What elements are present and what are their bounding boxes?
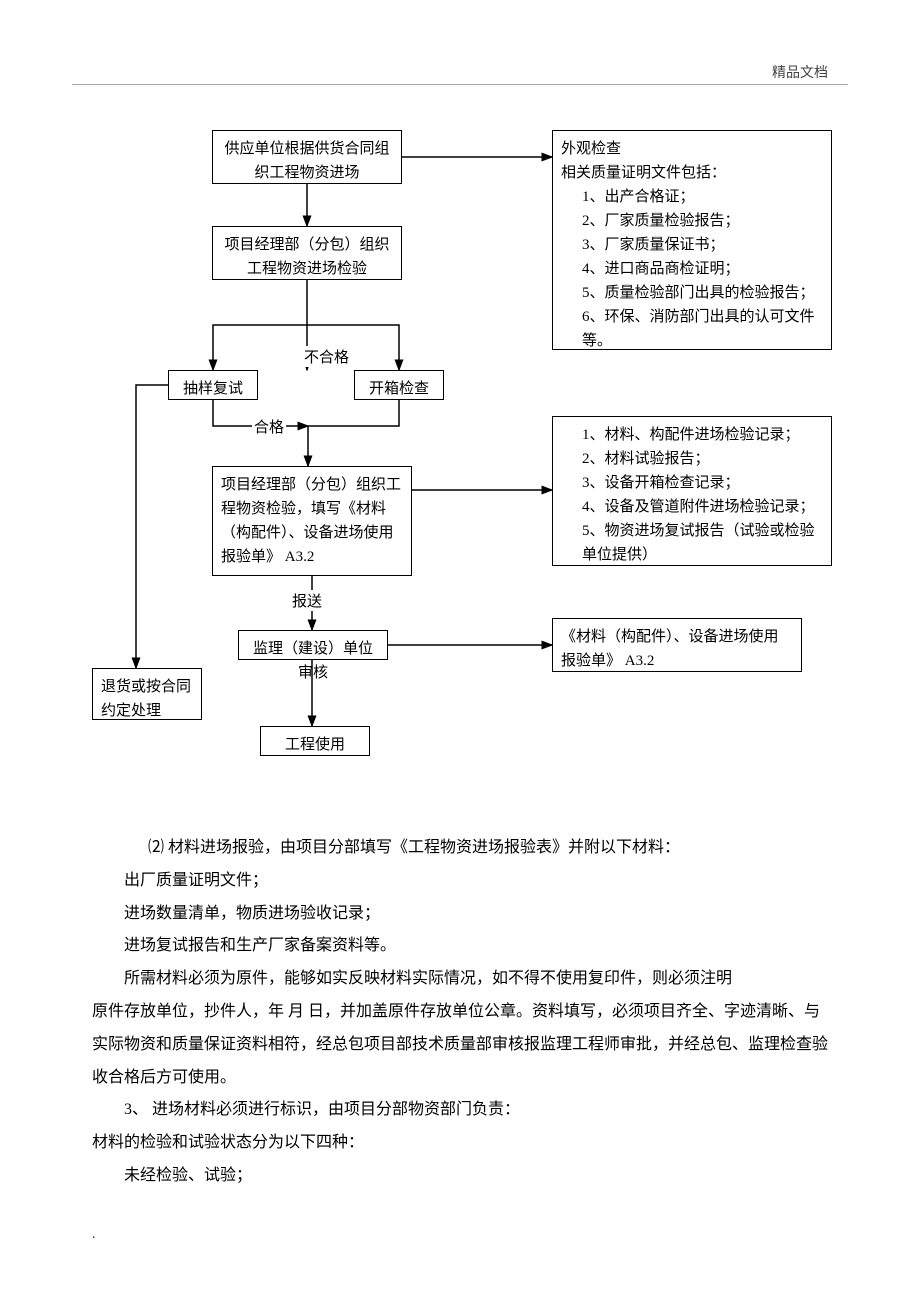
box-pm-fill-form: 项目经理部（分包）组织工程物资检验，填写《材料（构配件）、设备进场使用报验单》 … [212, 466, 412, 576]
body-text: ⑵ 材料进场报验，由项目分部填写《工程物资进场报验表》并附以下材料： 出厂质量证… [92, 832, 828, 1193]
para-e: 原件存放单位，抄件人，年 月 日，并加盖原件存放单位公章。资料填写，必须项目齐全… [92, 996, 828, 1094]
label-pass: 合格 [252, 416, 286, 437]
box-side-records: 1、材料、构配件进场检验记录；2、材料试验报告；3、设备开箱检查记录；4、设备及… [552, 416, 832, 566]
box-engineering-use: 工程使用 [260, 726, 370, 756]
list-item: 3、设备开箱检查记录； [582, 471, 823, 495]
side2-list: 1、材料、构配件进场检验记录；2、材料试验报告；3、设备开箱检查记录；4、设备及… [561, 423, 823, 567]
list-item: 3、厂家质量保证书； [582, 233, 823, 257]
header-label: 精品文档 [772, 62, 828, 82]
box-sample-retest: 抽样复试 [168, 370, 258, 400]
para-3: 3、 进场材料必须进行标识，由项目分部物资部门负责： [92, 1094, 828, 1127]
list-item: 6、环保、消防部门出具的认可文件等。 [582, 305, 823, 353]
list-item: 5、物资进场复试报告（试验或检验单位提供） [582, 519, 823, 567]
box-supply: 供应单位根据供货合同组织工程物资进场 [212, 130, 402, 184]
list-item: 4、设备及管道附件进场检验记录； [582, 495, 823, 519]
para-c: 进场复试报告和生产厂家备案资料等。 [92, 930, 828, 963]
label-send: 报送 [290, 590, 324, 611]
list-item: 5、质量检验部门出具的检验报告； [582, 281, 823, 305]
side1-list: 1、出产合格证；2、厂家质量检验报告；3、厂家质量保证书；4、进口商品商检证明；… [561, 185, 823, 353]
box-pm-inspect: 项目经理部（分包）组织工程物资进场检验 [212, 226, 402, 280]
para-b: 进场数量清单，物质进场验收记录； [92, 898, 828, 931]
flow-diagram: 供应单位根据供货合同组织工程物资进场 项目经理部（分包）组织工程物资进场检验 抽… [92, 110, 852, 820]
para-g: 未经检验、试验； [92, 1160, 828, 1193]
list-item: 1、材料、构配件进场检验记录； [582, 423, 823, 447]
side1-title1: 外观检查 [561, 137, 823, 161]
side1-title2: 相关质量证明文件包括： [561, 161, 823, 185]
list-item: 2、材料试验报告； [582, 447, 823, 471]
para-a: 出厂质量证明文件； [92, 865, 828, 898]
box-side-visual-check: 外观检查 相关质量证明文件包括： 1、出产合格证；2、厂家质量检验报告；3、厂家… [552, 130, 832, 350]
page: 精品文档 供应单位根据供货合同组织工程物资进场 项目经理部（分包）组织工程物资进… [0, 0, 920, 1303]
box-supervise-review: 监理（建设）单位审核 [238, 630, 388, 660]
list-item: 2、厂家质量检验报告； [582, 209, 823, 233]
list-item: 4、进口商品商检证明； [582, 257, 823, 281]
para-item2: ⑵ 材料进场报验，由项目分部填写《工程物资进场报验表》并附以下材料： [92, 832, 828, 865]
para-d: 所需材料必须为原件，能够如实反映材料实际情况，如不得不使用复印件，则必须注明 [92, 963, 828, 996]
footer-dot: . [92, 1227, 96, 1243]
header-rule [72, 84, 848, 85]
list-item: 1、出产合格证； [582, 185, 823, 209]
box-side-form-ref: 《材料（构配件）、设备进场使用报验单》 A3.2 [552, 618, 802, 672]
label-fail: 不合格 [302, 346, 351, 367]
para-f: 材料的检验和试验状态分为以下四种： [92, 1127, 828, 1160]
box-open-check: 开箱检查 [354, 370, 444, 400]
box-return-goods: 退货或按合同约定处理 [92, 668, 202, 720]
